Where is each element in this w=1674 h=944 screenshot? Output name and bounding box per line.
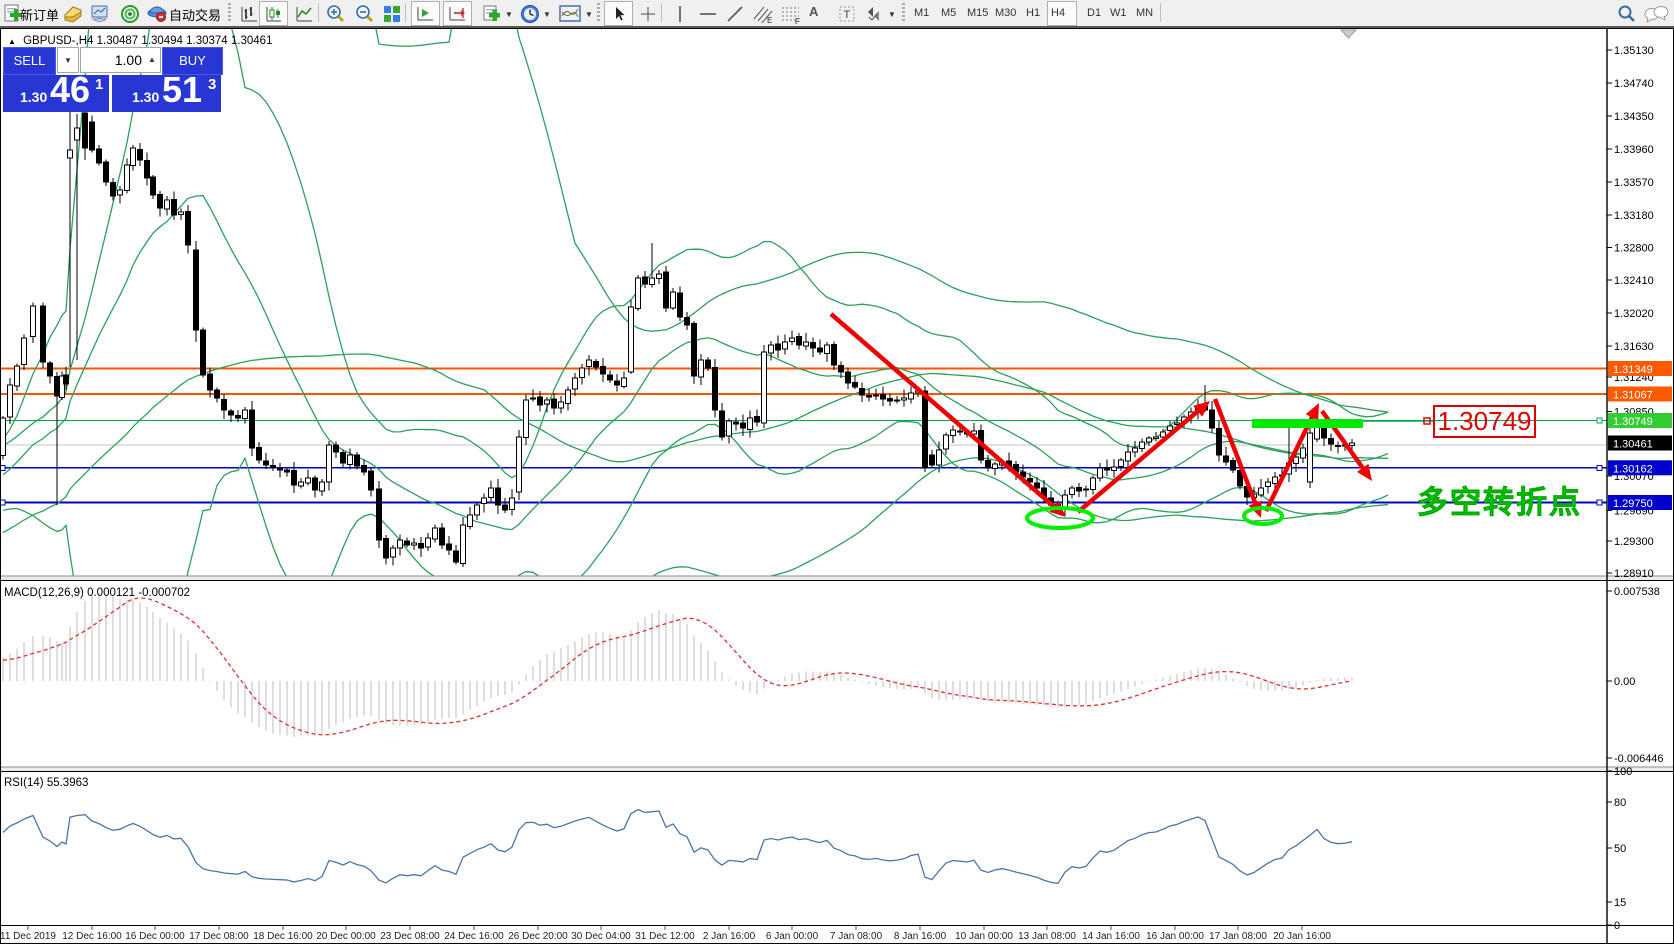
- svg-text:1.30461: 1.30461: [1613, 439, 1653, 451]
- svg-text:24 Dec 16:00: 24 Dec 16:00: [444, 931, 504, 942]
- svg-text:RSI(14) 55.3963: RSI(14) 55.3963: [4, 777, 88, 789]
- svg-text:1.30162: 1.30162: [1613, 463, 1653, 475]
- svg-text:1.33180: 1.33180: [1614, 210, 1654, 222]
- svg-text:50: 50: [1614, 843, 1626, 855]
- svg-text:1.31349: 1.31349: [1613, 364, 1653, 376]
- svg-text:12 Dec 16:00: 12 Dec 16:00: [62, 931, 122, 942]
- svg-text:17 Dec 08:00: 17 Dec 08:00: [189, 931, 249, 942]
- svg-text:31 Dec 12:00: 31 Dec 12:00: [635, 931, 695, 942]
- svg-text:14 Jan 16:00: 14 Jan 16:00: [1082, 931, 1140, 942]
- svg-text:T: T: [844, 9, 851, 21]
- svg-text:16 Dec 00:00: 16 Dec 00:00: [125, 931, 185, 942]
- svg-text:1.31630: 1.31630: [1614, 341, 1654, 353]
- svg-text:2 Jan 16:00: 2 Jan 16:00: [703, 931, 756, 942]
- svg-text:1.32410: 1.32410: [1614, 275, 1654, 287]
- svg-text:80: 80: [1614, 797, 1626, 809]
- svg-text:▲ GBPUSD-,H4 1.30487 1.30494: ▲ GBPUSD-,H4 1.30487 1.30494 1.30374 1.3…: [8, 35, 272, 47]
- svg-text:MACD(12,26,9) 0.000121 -0.0007: MACD(12,26,9) 0.000121 -0.000702: [4, 587, 190, 599]
- svg-text:30 Dec 04:00: 30 Dec 04:00: [571, 931, 631, 942]
- svg-text:1.29750: 1.29750: [1613, 498, 1653, 510]
- svg-text:23 Dec 08:00: 23 Dec 08:00: [380, 931, 440, 942]
- svg-text:13 Jan 08:00: 13 Jan 08:00: [1018, 931, 1076, 942]
- svg-text:8 Jan 16:00: 8 Jan 16:00: [894, 931, 947, 942]
- svg-text:1.34740: 1.34740: [1614, 78, 1654, 90]
- svg-text:1.33570: 1.33570: [1614, 177, 1654, 189]
- svg-text:6 Jan 00:00: 6 Jan 00:00: [766, 931, 819, 942]
- svg-text:0: 0: [1614, 920, 1620, 932]
- svg-text:10 Jan 00:00: 10 Jan 00:00: [955, 931, 1013, 942]
- svg-text:0.007538: 0.007538: [1614, 586, 1660, 598]
- svg-text:20 Jan 16:00: 20 Jan 16:00: [1273, 931, 1331, 942]
- svg-text:11 Dec 2019: 11 Dec 2019: [0, 931, 56, 942]
- svg-text:1.31067: 1.31067: [1613, 390, 1653, 402]
- svg-text:0.00: 0.00: [1614, 676, 1635, 688]
- svg-text:26 Dec 20:00: 26 Dec 20:00: [508, 931, 568, 942]
- svg-text:100: 100: [1614, 766, 1632, 778]
- svg-text:1.30749: 1.30749: [1613, 416, 1653, 428]
- svg-text:E: E: [767, 16, 772, 25]
- svg-text:16 Jan 00:00: 16 Jan 00:00: [1146, 931, 1204, 942]
- svg-text:1.34350: 1.34350: [1614, 111, 1654, 123]
- svg-text:17 Jan 08:00: 17 Jan 08:00: [1209, 931, 1267, 942]
- svg-text:15: 15: [1614, 897, 1626, 909]
- svg-text:1.32800: 1.32800: [1614, 243, 1654, 255]
- svg-text:1.32020: 1.32020: [1614, 308, 1654, 320]
- svg-text:1.29300: 1.29300: [1614, 536, 1654, 548]
- svg-text:1.35130: 1.35130: [1614, 45, 1654, 57]
- svg-text:1.28910: 1.28910: [1614, 568, 1654, 580]
- svg-text:1.33960: 1.33960: [1614, 144, 1654, 156]
- svg-text:20 Dec 00:00: 20 Dec 00:00: [316, 931, 376, 942]
- svg-text:7 Jan 08:00: 7 Jan 08:00: [830, 931, 883, 942]
- svg-text:-0.006446: -0.006446: [1614, 753, 1664, 765]
- svg-text:18 Dec 16:00: 18 Dec 16:00: [253, 931, 313, 942]
- svg-text:F: F: [795, 17, 800, 25]
